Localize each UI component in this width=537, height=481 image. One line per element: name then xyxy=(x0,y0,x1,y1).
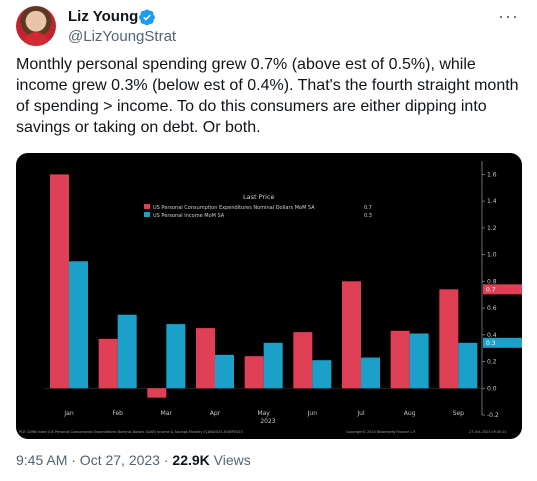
bar-pce xyxy=(50,174,69,389)
legend-label-income: US Personal Income MoM SA xyxy=(153,213,225,219)
legend-value-income: 0.3 xyxy=(364,213,372,219)
bar-pce xyxy=(390,330,410,389)
y-tick-label: -0.2 xyxy=(487,412,499,419)
x-tick-label: Aug xyxy=(404,410,416,417)
bar-pce xyxy=(147,388,167,398)
last-price-label-income: 0.3 xyxy=(486,340,496,347)
x-tick-label: Sep xyxy=(453,410,465,417)
bar-pce xyxy=(293,332,313,389)
source-left: PCE CUM8 Index (US Personal Consumption … xyxy=(19,430,243,434)
bar-pce xyxy=(98,338,118,389)
bar-income xyxy=(69,261,88,389)
bar-income xyxy=(458,342,478,389)
tweet-footer: 9:45 AM · Oct 27, 2023 · 22.9K Views xyxy=(16,452,251,468)
bar-chart: -0.2 0.0 0.2 0.4 0.6 0.8 1.0 1.2 1.4 1.6 Jan Feb Mar… xyxy=(19,161,522,434)
tweet-text: Monthly personal spending grew 0.7% (abo… xyxy=(16,56,519,136)
y-tick-label: 0.4 xyxy=(487,332,497,339)
y-tick-label: 1.2 xyxy=(487,225,497,232)
bar-income xyxy=(117,314,137,389)
author-handle[interactable]: @LizYoungStrat xyxy=(68,28,177,45)
x-tick-label: Apr xyxy=(210,410,221,417)
y-tick-label: 0.0 xyxy=(487,385,497,392)
y-tick-label: 0.6 xyxy=(487,305,497,312)
verified-badge-icon xyxy=(139,9,155,26)
x-tick-label: Mar xyxy=(161,410,173,417)
bar-income xyxy=(361,357,380,389)
bar-pce xyxy=(196,328,215,389)
x-axis-label: 2023 xyxy=(260,418,275,425)
author-name[interactable]: Liz Young xyxy=(68,8,139,25)
x-tick-label: May xyxy=(257,410,270,417)
more-options-icon[interactable]: ··· xyxy=(498,6,519,26)
views-count: 22.9K xyxy=(172,452,210,468)
avatar[interactable] xyxy=(16,6,56,46)
bar-income xyxy=(312,360,332,389)
plot-layer: -0.2 0.0 0.2 0.4 0.6 0.8 1.0 1.2 1.4 1.6 Jan Feb Mar… xyxy=(44,161,522,419)
bar-income xyxy=(409,333,429,389)
bar-income xyxy=(263,342,283,389)
bar-pce xyxy=(439,289,459,389)
legend-swatch-pce xyxy=(144,204,150,209)
y-tick-label: 0.2 xyxy=(487,359,497,366)
legend-title: Last Price xyxy=(243,193,274,201)
x-tick-label: Feb xyxy=(112,410,123,417)
y-tick-label: 1.0 xyxy=(487,252,497,259)
last-price-marker-income xyxy=(483,337,522,348)
legend-value-pce: 0.7 xyxy=(364,205,372,211)
source-right: 27-Oct-2023 09:35:21 xyxy=(469,430,507,434)
chart-legend: Last Price US Personal Consumption Expen… xyxy=(144,193,372,219)
source-mid: Copyright© 2023 Bloomberg Finance L.P. xyxy=(346,430,416,434)
legend-label-pce: US Personal Consumption Expenditures Nom… xyxy=(153,205,315,211)
timestamp[interactable]: 9:45 AM · Oct 27, 2023 · xyxy=(16,452,173,468)
y-tick-label: 1.6 xyxy=(487,171,497,178)
legend-swatch-income xyxy=(144,212,150,217)
views-label: Views xyxy=(209,452,251,468)
x-tick-label: Jan xyxy=(63,410,73,417)
last-price-label-pce: 0.7 xyxy=(486,286,496,293)
x-tick-label: Jul xyxy=(356,410,365,417)
chart-image[interactable]: -0.2 0.0 0.2 0.4 0.6 0.8 1.0 1.2 1.4 1.6 Jan Feb Mar… xyxy=(16,153,522,439)
tweet-header: Liz Young @LizYoungStrat ··· xyxy=(16,6,521,46)
y-tick-label: 1.4 xyxy=(487,198,497,205)
bar-pce xyxy=(342,281,361,389)
bar-pce xyxy=(244,356,264,389)
last-price-marker-pce xyxy=(483,284,522,295)
bar-income xyxy=(166,324,186,389)
bar-income xyxy=(215,354,234,389)
y-tick-label: 0.8 xyxy=(487,278,497,285)
x-tick-label: Jun xyxy=(307,410,318,417)
